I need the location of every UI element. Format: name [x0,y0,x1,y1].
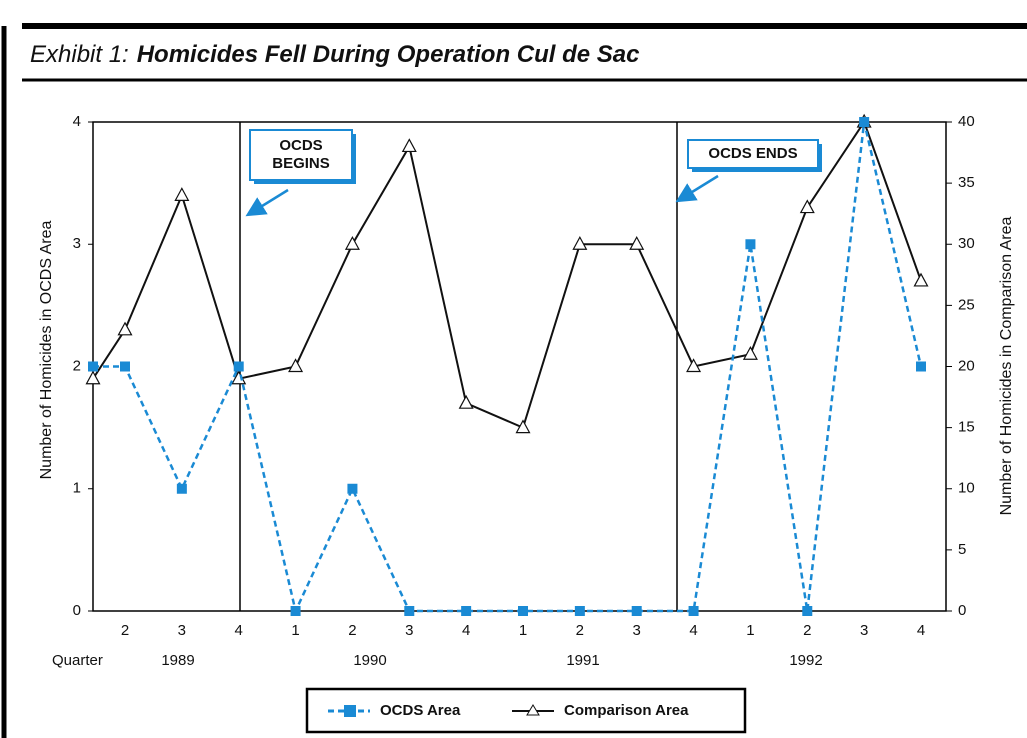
x-tick-label: 2 [121,622,129,639]
x-tick-label: 4 [235,622,243,639]
year-label: 1990 [353,652,386,669]
series-line [93,121,923,615]
series-line [92,119,922,429]
x-tick-label: 4 [689,622,697,639]
x-axis-label: Quarter [52,652,103,669]
x-tick-label: 1 [746,622,754,639]
annotation-box [687,139,819,169]
data-point [688,606,699,616]
y2-tick-label: 5 [958,541,966,558]
y2-tick-label: 20 [958,357,975,374]
y2-tick-label: 25 [958,296,975,313]
data-point [404,606,415,616]
annotation-arrow [245,188,289,217]
x-tick-label: 2 [348,622,356,639]
y-tick-label: 2 [73,357,81,374]
legend-label: Comparison Area [564,702,689,719]
legend-label: OCDS Area [380,702,461,719]
annotation-arrow [675,174,719,203]
data-point [174,187,190,201]
y2-tick-label: 35 [958,174,975,191]
x-tick-label: 2 [576,622,584,639]
y2-tick-label: 15 [958,419,975,436]
data-point [742,346,758,360]
title-main: Homicides Fell During Operation Cul de S… [137,41,640,68]
annotation-text: OCDS ENDS [708,145,797,162]
year-label: 1991 [566,652,599,669]
data-point [802,606,813,616]
annotation-box [249,129,353,181]
data-point [120,361,130,372]
data-point [631,606,642,616]
data-point [518,606,528,616]
data-point [458,394,474,409]
y2-axis-label: Number of Homicides in Comparison Area [998,217,1015,516]
legend-marker [344,705,356,717]
x-tick-label: 1 [519,622,527,639]
data-point [288,358,304,373]
y2-tick-label: 30 [958,235,975,252]
y2-tick-label: 40 [958,113,975,130]
data-point [913,272,929,287]
annotation-text: BEGINS [272,155,330,172]
data-point [88,361,98,372]
data-point [916,361,926,372]
x-tick-label: 2 [803,622,811,639]
data-point [85,370,101,385]
x-tick-label: 3 [178,622,186,639]
x-tick-label: 3 [860,622,868,639]
data-point [745,239,756,250]
y-tick-label: 4 [73,113,81,130]
data-point [117,321,133,336]
year-label: 1992 [789,652,822,669]
data-point [176,483,187,494]
y2-tick-label: 0 [958,602,966,619]
y2-tick-label: 10 [958,480,975,497]
year-label: 1989 [161,652,194,669]
data-point [515,419,531,434]
legend-marker [526,704,540,716]
data-point [799,199,815,214]
annotation-text: OCDS [279,137,322,154]
x-tick-label: 4 [917,622,925,639]
y-tick-label: 0 [73,602,81,619]
y-tick-label: 3 [73,235,81,252]
data-point [347,483,358,494]
y-axis-label: Number of Homicides in OCDS Area [38,221,55,480]
data-point [859,117,870,127]
data-point [461,606,472,616]
x-tick-label: 4 [462,622,470,639]
title-prefix: Exhibit 1: [30,41,129,68]
data-point [401,138,417,153]
data-point [686,358,702,373]
data-point [574,606,585,616]
data-point [629,235,645,250]
y-tick-label: 1 [73,480,81,497]
data-point [233,361,244,372]
data-point [290,606,301,616]
x-tick-label: 3 [405,622,413,639]
data-point [572,235,588,250]
data-point [344,235,360,250]
chart-title: Exhibit 1: Homicides Fell During Operatio… [30,41,639,68]
x-tick-label: 1 [291,622,299,639]
x-tick-label: 3 [633,622,641,639]
